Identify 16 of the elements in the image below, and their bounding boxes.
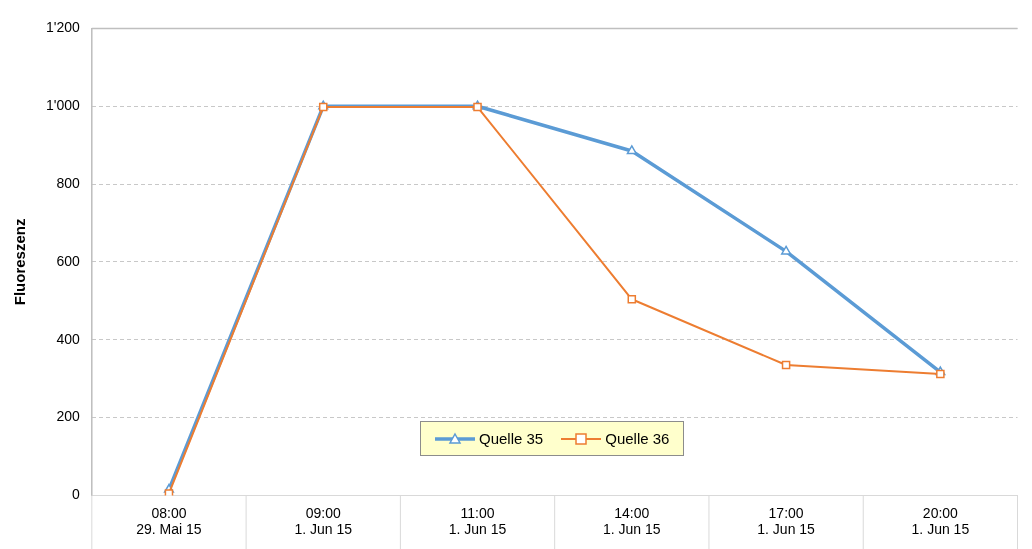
y-tick-label: 800 xyxy=(56,174,81,191)
y-tick-label: 400 xyxy=(56,330,81,347)
y-axis-title: Fluoreszenz xyxy=(11,218,29,306)
y-tick-label: 600 xyxy=(56,252,81,269)
y-tick-label: 1'000 xyxy=(45,97,81,114)
y-tick-label: 1'200 xyxy=(45,19,81,36)
x-tick-label: 11:00 1. Jun 15 xyxy=(448,504,507,538)
y-tick-label: 0 xyxy=(72,486,81,503)
x-tick-label: 08:00 29. Mai 15 xyxy=(136,504,202,538)
legend-label: Quelle 35 xyxy=(479,430,544,447)
x-tick-label: 14:00 1. Jun 15 xyxy=(602,504,661,538)
y-tick-label: 200 xyxy=(56,408,81,425)
x-tick-label: 20:00 1. Jun 15 xyxy=(911,504,970,538)
legend-label: Quelle 36 xyxy=(605,430,670,447)
x-tick-label: 09:00 1. Jun 15 xyxy=(294,504,353,538)
x-tick-label: 17:00 1. Jun 15 xyxy=(757,504,816,538)
